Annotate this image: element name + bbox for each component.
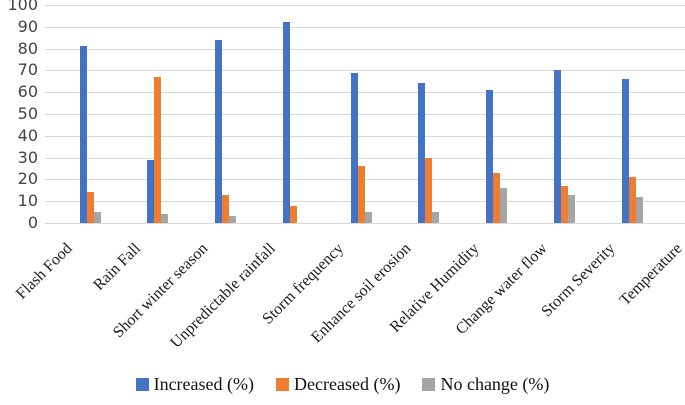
bar-decreased--5 <box>425 157 433 223</box>
bar-increased--8 <box>621 79 629 223</box>
y-tick-label-10: 10 <box>17 191 38 211</box>
bar-decreased--0 <box>86 192 94 223</box>
bar-increased--1 <box>147 159 155 223</box>
bar-no-change--6 <box>500 188 507 223</box>
gridline-0 <box>45 223 685 224</box>
bar-no-change--7 <box>567 194 575 223</box>
gridline-90 <box>45 26 685 28</box>
bar-increased--0 <box>79 46 87 223</box>
bar-decreased--8 <box>628 177 636 223</box>
legend-item-no-change: No change (%) <box>422 374 549 395</box>
y-tick-label-0: 0 <box>27 213 38 232</box>
legend-swatch-decreased <box>276 378 290 391</box>
bar-increased--4 <box>350 72 358 223</box>
gridline-80 <box>45 48 685 50</box>
y-tick-label-20: 20 <box>17 169 38 189</box>
legend-item-decreased: Decreased (%) <box>276 374 400 395</box>
legend-item-increased: Increased (%) <box>135 374 255 395</box>
bar-increased--6 <box>486 90 493 223</box>
chart-legend: Increased (%) Decreased (%) No change (%… <box>0 374 685 395</box>
legend-swatch-no-change <box>422 378 436 391</box>
gridline-70 <box>45 70 685 72</box>
bar-no-change--5 <box>432 212 440 223</box>
bar-increased--5 <box>418 83 426 223</box>
bar-decreased--7 <box>560 185 568 223</box>
bar-no-change--2 <box>229 216 236 223</box>
category-label-1: Rain Fall <box>89 240 144 294</box>
bar-decreased--6 <box>493 172 500 223</box>
gridline-20 <box>45 179 685 181</box>
bar-increased--3 <box>282 22 290 223</box>
legend-label-decreased: Decreased (%) <box>294 374 401 394</box>
y-tick-label-50: 50 <box>17 104 38 123</box>
bar-increased--7 <box>553 70 561 223</box>
gridline-10 <box>45 201 685 203</box>
legend-swatch-increased <box>135 378 149 391</box>
bar-no-change--4 <box>364 212 372 223</box>
bar-increased--2 <box>215 39 222 223</box>
gridline-50 <box>45 114 685 115</box>
legend-label-no-change: No change (%) <box>440 374 550 394</box>
bar-decreased--4 <box>357 166 365 223</box>
y-tick-label-80: 80 <box>17 38 38 58</box>
bar-no-change--1 <box>161 214 169 223</box>
bar-decreased--1 <box>154 76 162 223</box>
y-tick-label-40: 40 <box>17 125 38 145</box>
gridline-60 <box>45 92 685 94</box>
y-tick-label-60: 60 <box>17 82 38 102</box>
y-tick-label-100: 100 <box>7 0 38 14</box>
gridline-100 <box>45 5 685 6</box>
bar-decreased--3 <box>289 205 297 223</box>
y-tick-label-90: 90 <box>17 16 38 36</box>
bar-no-change--8 <box>635 196 643 223</box>
category-label-9: Temperature <box>616 240 685 310</box>
y-tick-label-70: 70 <box>17 60 38 80</box>
bar-no-change--0 <box>93 212 101 223</box>
bar-decreased--2 <box>222 194 229 223</box>
gridline-40 <box>45 135 685 137</box>
gridline-30 <box>45 157 685 159</box>
y-tick-label-30: 30 <box>17 147 38 167</box>
category-label-0: Flash Food <box>13 240 77 303</box>
legend-label-increased: Increased (%) <box>153 374 255 394</box>
